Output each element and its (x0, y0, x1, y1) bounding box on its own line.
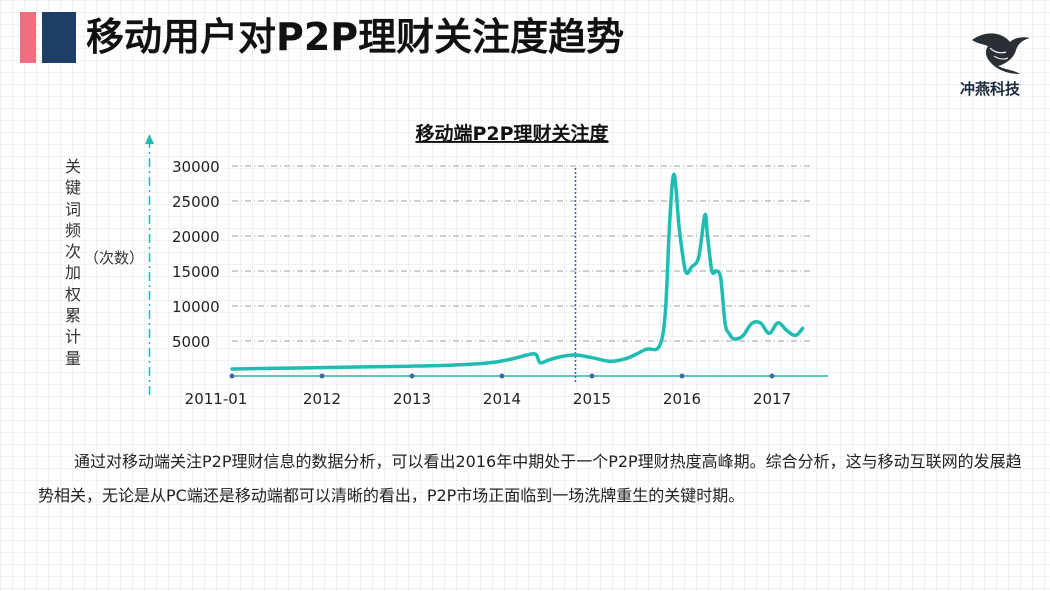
y-tick-label: 15000 (172, 263, 220, 281)
x-tick-dot (679, 373, 685, 379)
x-tick-label: 2015 (573, 390, 611, 408)
x-tick-label: 2014 (483, 390, 521, 408)
x-tick-dot (319, 373, 325, 379)
y-tick-label: 5000 (172, 333, 210, 351)
x-tick-label: 2011-01 (185, 390, 248, 408)
chart-title: 移动端P2P理财关注度 (415, 122, 609, 145)
y-tick-label: 30000 (172, 158, 220, 176)
x-tick-dot (499, 373, 505, 379)
y-axis-label-char: 关 (64, 157, 81, 176)
y-axis-label: 关 键 词 频 次 加 权 累 计 量 (62, 156, 84, 369)
y-axis-arrow-head-icon (145, 134, 154, 144)
brand-name: 冲燕科技 (959, 80, 1020, 98)
x-tick-dot (409, 373, 415, 379)
y-tick-label: 20000 (172, 228, 220, 246)
y-axis-label-char: 词 (64, 199, 81, 219)
x-tick-label: 2013 (393, 390, 431, 408)
y-axis-label-char: 频 (64, 220, 81, 240)
series-line (230, 172, 805, 371)
y-axis-unit: （次数） (84, 249, 145, 267)
y-axis-label-char: 量 (64, 348, 81, 368)
x-tick-dot (589, 373, 595, 379)
y-axis-label-char: 加 (64, 263, 81, 283)
x-tick-label: 2017 (753, 390, 791, 408)
x-tick-dot (229, 373, 235, 379)
y-axis-label-char: 权 (64, 284, 81, 304)
y-axis-label-char: 键 (64, 178, 81, 198)
x-tick-label: 2016 (663, 390, 701, 408)
swallow-logo-icon (972, 33, 1030, 74)
y-axis-label-char: 累 (64, 306, 81, 326)
y-tick-label: 25000 (172, 193, 220, 211)
brand-logo: 冲燕科技 (948, 26, 1038, 101)
y-tick-label: 10000 (172, 298, 220, 316)
x-tick-dot (769, 373, 775, 379)
page-title: 移动用户对P2P理财关注度趋势 (86, 15, 625, 59)
y-axis-label-char: 次 (64, 242, 81, 262)
x-tick-label: 2012 (303, 390, 341, 408)
analysis-paragraph: 通过对移动端关注P2P理财信息的数据分析，可以看出2016年中期处于一个P2P理… (38, 452, 1022, 505)
title-accent-navy-bar (42, 12, 76, 63)
y-axis-label-char: 计 (64, 327, 81, 347)
title-accent-red-bar (20, 12, 36, 63)
